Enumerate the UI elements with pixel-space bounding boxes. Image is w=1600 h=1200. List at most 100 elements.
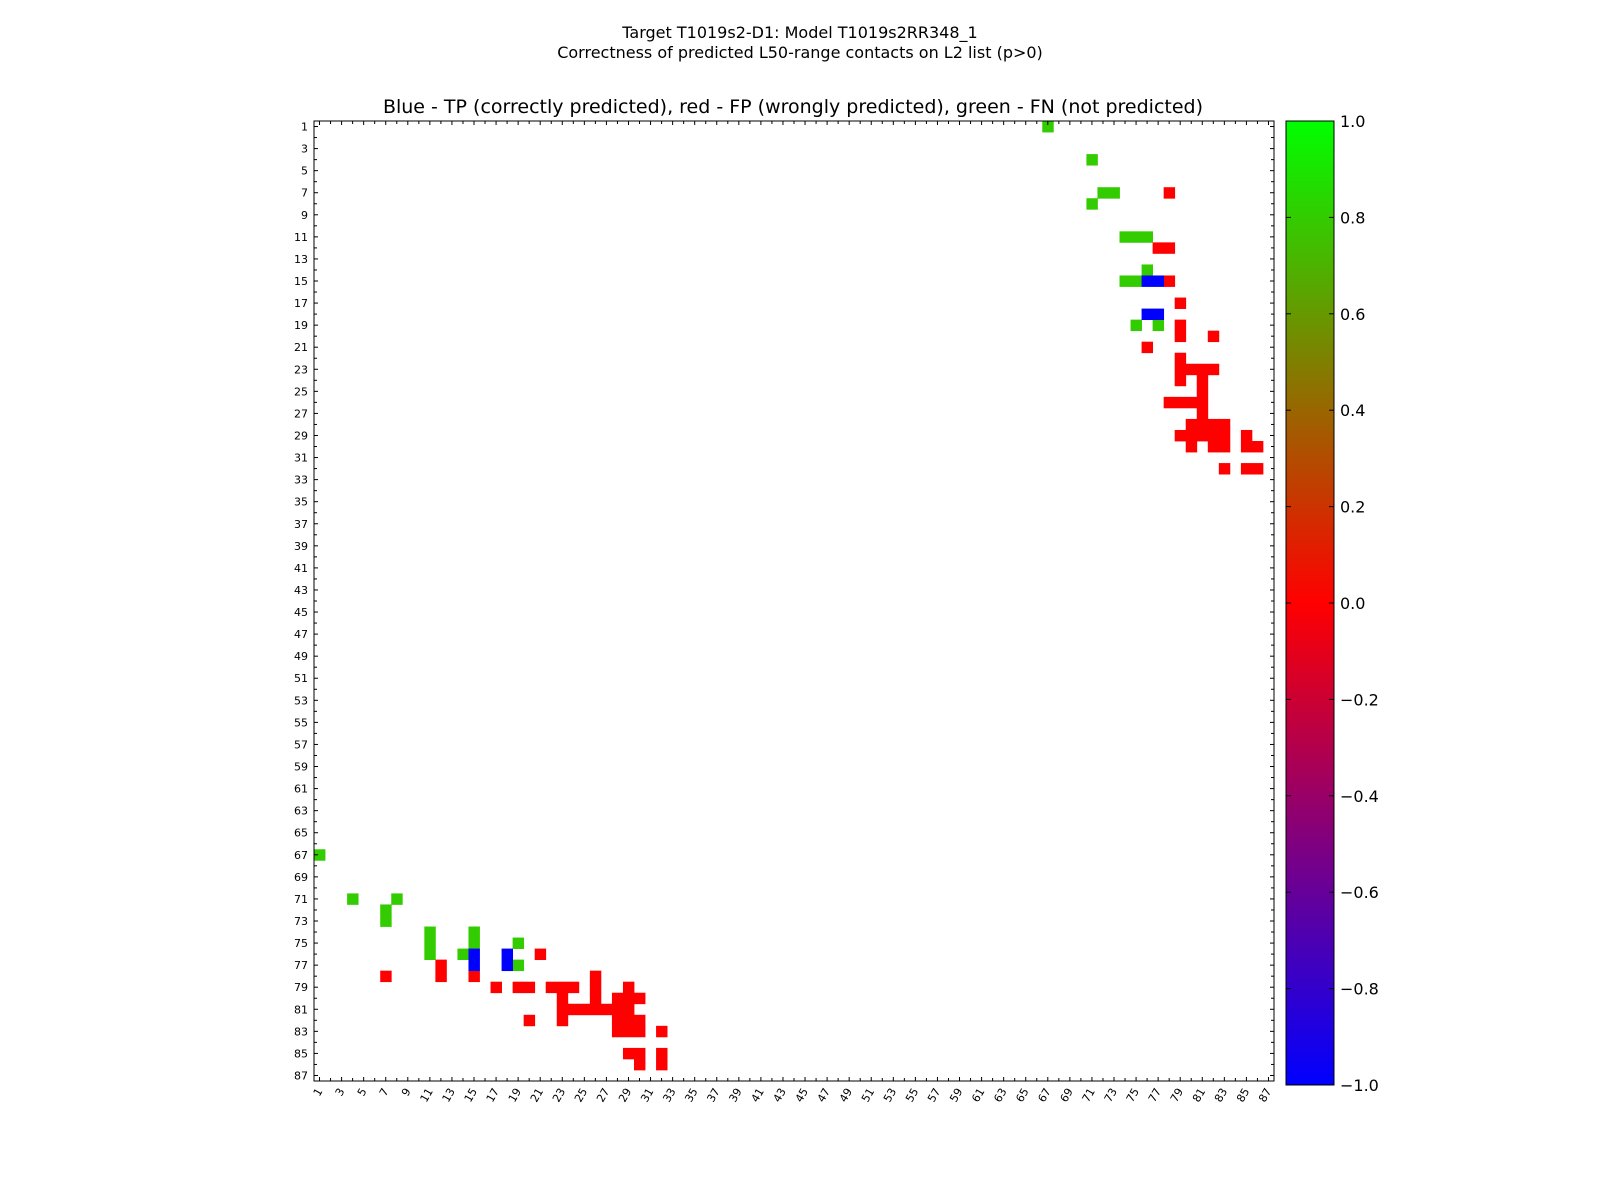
- x-tick-label: 67: [1035, 1086, 1053, 1105]
- fp-contact-cell: [1163, 396, 1176, 409]
- fp-contact-cell: [1240, 441, 1253, 453]
- colorbar-tick-label: −0.8: [1340, 980, 1379, 999]
- x-tick-label: 23: [550, 1086, 568, 1105]
- fp-contact-cell: [1207, 441, 1220, 453]
- fn-contact-cell: [1130, 319, 1142, 332]
- fn-contact-cell: [1130, 231, 1142, 243]
- fp-contact-cell: [1174, 297, 1187, 309]
- fp-contact-cell: [1218, 463, 1231, 475]
- y-tick-label: 1: [301, 121, 308, 134]
- fp-contact-cell: [589, 981, 602, 994]
- suptitle-line-1: Target T1019s2-D1: Model T1019s2RR348_1: [621, 23, 977, 43]
- fp-contact-cell: [523, 1014, 536, 1027]
- fp-contact-cell: [1196, 396, 1209, 409]
- x-tick-label: 49: [837, 1086, 855, 1105]
- fn-contact-cell: [512, 937, 525, 949]
- fn-contact-cell: [1097, 187, 1109, 199]
- fp-contact-cell: [1218, 441, 1231, 453]
- x-tick-label: 21: [528, 1086, 546, 1105]
- fp-contact-cell: [611, 992, 624, 1005]
- fp-contact-cell: [634, 1014, 646, 1027]
- fp-contact-cell: [523, 981, 536, 994]
- fp-contact-cell: [622, 992, 635, 1005]
- y-tick-label: 83: [294, 1025, 308, 1038]
- y-tick-label: 27: [294, 407, 308, 420]
- y-tick-label: 79: [294, 981, 308, 994]
- x-tick-label: 85: [1234, 1086, 1252, 1105]
- fp-contact-cell: [1152, 242, 1165, 254]
- x-tick-label: 59: [947, 1086, 965, 1105]
- colorbar-tick-label: −1.0: [1340, 1076, 1379, 1095]
- fp-contact-cell: [1185, 441, 1198, 453]
- fp-contact-cell: [589, 970, 602, 983]
- fp-contact-cell: [1251, 441, 1264, 453]
- y-tick-label: 19: [294, 319, 308, 332]
- x-tick-label: 7: [377, 1086, 392, 1099]
- plot-frame: [313, 120, 1275, 1082]
- y-tick-label: 75: [294, 937, 308, 950]
- fp-contact-cell: [1207, 330, 1220, 343]
- x-tick-label: 29: [616, 1086, 634, 1105]
- fp-contact-cell: [1196, 429, 1209, 442]
- y-tick-label: 63: [294, 805, 308, 818]
- y-tick-label: 51: [294, 672, 308, 685]
- x-tick-label: 73: [1102, 1086, 1120, 1105]
- fp-contact-cell: [1185, 429, 1198, 442]
- x-tick-label: 41: [749, 1086, 767, 1105]
- fp-contact-cell: [611, 1014, 624, 1027]
- x-tick-label: 13: [440, 1086, 458, 1105]
- fp-contact-cell: [556, 992, 569, 1005]
- fp-contact-cell: [1174, 374, 1187, 387]
- axis-ticks: 1357911131517192123252729313335373941434…: [294, 121, 1274, 1105]
- fp-contact-cell: [1185, 396, 1198, 409]
- y-tick-label: 57: [294, 738, 308, 751]
- x-tick-label: 9: [399, 1086, 414, 1099]
- x-tick-label: 53: [881, 1086, 899, 1105]
- fp-contact-cell: [1185, 418, 1198, 431]
- y-tick-label: 45: [294, 606, 308, 619]
- fn-contact-cell: [380, 915, 392, 927]
- fp-contact-cell: [600, 1003, 613, 1016]
- x-tick-label: 71: [1080, 1086, 1098, 1105]
- fp-contact-cell: [512, 981, 525, 994]
- x-tick-label: 61: [969, 1086, 987, 1105]
- fp-contact-cell: [589, 992, 602, 1005]
- y-tick-label: 23: [294, 363, 308, 376]
- y-tick-label: 87: [294, 1069, 308, 1082]
- fp-contact-cell: [634, 1025, 646, 1038]
- fp-contact-cell: [1218, 418, 1231, 431]
- colorbar-tick-label: −0.6: [1340, 883, 1379, 902]
- colorbar-tick-label: 0.8: [1340, 208, 1365, 227]
- y-tick-label: 9: [301, 209, 308, 222]
- tp-contact-cell: [1141, 275, 1154, 287]
- chart-title: Blue - TP (correctly predicted), red - F…: [383, 96, 1203, 118]
- fn-contact-cell: [457, 948, 469, 961]
- y-tick-label: 53: [294, 694, 308, 707]
- tp-contact-cell: [1152, 275, 1165, 287]
- fn-contact-cell: [1086, 154, 1098, 166]
- y-tick-label: 5: [301, 165, 308, 178]
- fp-contact-cell: [1163, 187, 1176, 199]
- y-tick-label: 15: [294, 275, 308, 288]
- fp-contact-cell: [1251, 463, 1264, 475]
- x-tick-label: 83: [1212, 1086, 1230, 1105]
- contact-cells: [314, 121, 1264, 1071]
- fn-contact-cell: [380, 904, 392, 916]
- fp-contact-cell: [1207, 429, 1220, 442]
- colorbar-tick-label: 0.4: [1340, 401, 1365, 420]
- x-tick-label: 45: [793, 1086, 811, 1105]
- fn-contact-cell: [1141, 231, 1154, 243]
- y-tick-label: 35: [294, 496, 308, 509]
- colorbar-tick-label: −0.4: [1340, 787, 1379, 806]
- tp-contact-cell: [501, 948, 514, 961]
- x-tick-label: 75: [1124, 1086, 1142, 1105]
- colorbar: [1285, 120, 1335, 1086]
- fp-contact-cell: [1207, 418, 1220, 431]
- fp-contact-cell: [567, 1003, 580, 1016]
- fp-contact-cell: [1196, 418, 1209, 431]
- x-tick-label: 51: [859, 1086, 877, 1105]
- fn-contact-cell: [347, 893, 359, 905]
- fp-contact-cell: [622, 1014, 635, 1027]
- x-tick-label: 43: [771, 1086, 789, 1105]
- fp-contact-cell: [634, 992, 646, 1005]
